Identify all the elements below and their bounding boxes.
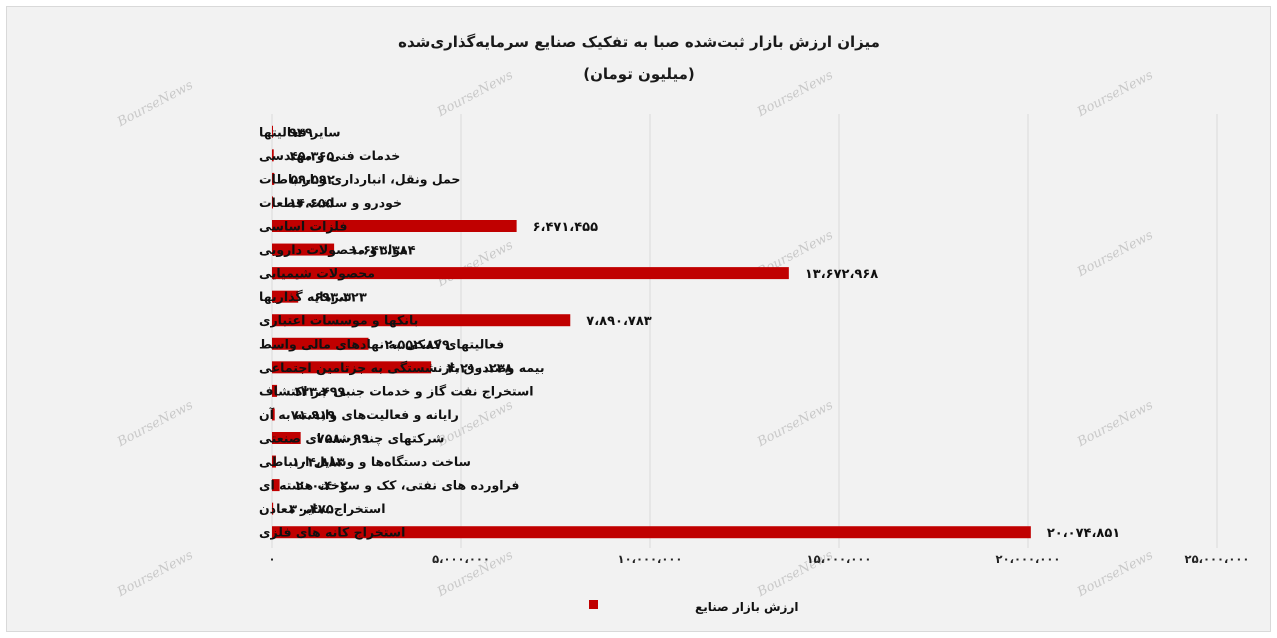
category-label: بانکها و موسسات اعتباری (259, 313, 418, 328)
watermark-text: BourseNews (114, 78, 196, 131)
value-label-layer: ۹۳۹ ۴۵،۳۶۵ ۵۹،۵۹۲ ۱۴،۶۵۵ ۶،۴۷۱،۴۵۵ ۱،۶۴۳،۳۸۴ ۱… (289, 126, 1120, 541)
x-tick-layer: ۰ ۵،۰۰۰،۰۰۰ ۱۰،۰۰۰،۰۰۰ ۱۵،۰۰۰،۰۰۰ ۲۰،۰۰۰،۰۰۰… (268, 552, 1249, 566)
category-label: مواد و محصولات دارویی (259, 242, 408, 257)
value-label: ۲۰،۰۷۴،۸۵۱ (1047, 526, 1120, 541)
bar (272, 149, 274, 162)
bar (272, 267, 789, 280)
x-tick-label: ۵،۰۰۰،۰۰۰ (432, 552, 490, 566)
watermark-text: BourseNews (1074, 548, 1156, 601)
value-label: ۶۹۳،۳۲۳ (314, 291, 367, 306)
bar (272, 361, 432, 374)
watermark-text: BourseNews (114, 398, 196, 451)
category-label: بیمه وصندوق بازنشستگی به جزتامین اجتماعی (259, 360, 545, 375)
watermark-text: BourseNews (754, 68, 836, 121)
value-label: ۳۰،۴۷۵ (289, 503, 334, 518)
category-label: حمل ونقل، انبارداری و ارتباطات (259, 171, 460, 186)
bar (272, 432, 301, 444)
bar (272, 384, 278, 397)
category-label: خدمات فنی و مهندسی (259, 148, 400, 163)
x-tick-label: ۰ (268, 552, 275, 566)
legend-label: ارزش بازار صنایع (695, 600, 799, 614)
bar (272, 220, 517, 232)
chart-frame: BourseNews BourseNews BourseNews BourseNews… (6, 6, 1271, 632)
category-label: سرمایه گذاریها (259, 289, 352, 304)
chart-subtitle: (میلیون تومان) (583, 65, 695, 83)
x-tick-label: ۱۰،۰۰۰،۰۰۰ (618, 552, 683, 566)
watermark-text: BourseNews (1074, 398, 1156, 451)
bar (272, 337, 369, 350)
category-label-layer: سایر فعالیتها خدمات فنی و مهندسی حمل ونقل،… (259, 124, 545, 539)
watermark-text: BourseNews (434, 398, 516, 451)
category-label: رایانه و فعالیت‌های وابسته به آن (259, 407, 459, 422)
watermark-text: BourseNews (1074, 228, 1156, 281)
bar (272, 125, 273, 138)
bar (272, 502, 274, 515)
value-label: ۱۳۳،۴۹۹ (293, 385, 346, 400)
watermark-text: BourseNews (1074, 68, 1156, 121)
value-label: ۷۵۸،۰۹۹ (317, 432, 370, 447)
category-label: خودرو و ساخت قطعات (259, 195, 402, 210)
category-label: ساخت دستگاه‌ها و وسایل ارتباطی (259, 454, 471, 469)
value-label: ۱۳،۶۷۲،۹۶۸ (805, 267, 878, 282)
value-label: ۹۳۹ (289, 126, 313, 141)
category-label: محصولات شیمیایی (259, 266, 375, 281)
watermark-text: BourseNews (754, 398, 836, 451)
bar (272, 526, 1031, 539)
x-tick-label: ۲۵،۰۰۰،۰۰۰ (1185, 552, 1250, 566)
category-label: سایر فعالیتها (259, 124, 341, 139)
category-label: فعالیتهای کمکی به نهادهای مالی واسط (259, 336, 504, 351)
value-label: ۵۹،۵۹۲ (290, 173, 335, 188)
value-label: ۱،۶۴۳،۳۸۴ (350, 244, 415, 259)
bar-chart: BourseNews BourseNews BourseNews BourseNews… (114, 33, 1249, 614)
bar (272, 243, 335, 256)
value-label: ۱۴،۶۵۵ (289, 196, 334, 211)
bar (272, 314, 571, 327)
bar (272, 290, 299, 303)
value-label: ۲،۵۵۲،۸۷۹ (384, 338, 449, 353)
value-label: ۱۰۴،۸۸۳ (292, 456, 345, 471)
bar-layer (272, 125, 1031, 539)
watermark-text: BourseNews (434, 68, 516, 121)
value-label: ۶،۴۷۱،۴۵۵ (533, 220, 598, 235)
category-label: استخراج نفت گاز و خدمات جنبی جز اکتشاف (259, 383, 534, 398)
watermark-text: BourseNews (114, 548, 196, 601)
category-label: استخراج کانه های فلزی (259, 525, 405, 540)
watermark-text: BourseNews (434, 238, 516, 291)
value-label: ۲۰۰،۴۰۲ (296, 479, 349, 494)
legend-swatch (589, 600, 598, 609)
legend: ارزش بازار صنایع (589, 600, 799, 614)
chart-title: میزان ارزش بازار ثبت‌شده صبا به تفکیک صن… (398, 33, 880, 51)
x-tick-label: ۲۰،۰۰۰،۰۰۰ (996, 552, 1061, 566)
value-label: ۴،۲۱۰،۲۳۸ (447, 361, 512, 376)
bar (272, 408, 275, 421)
value-label: ۷۱،۹۱۹ (291, 408, 336, 423)
category-label: استخراج سایر معادن (259, 501, 386, 516)
category-label: شرکتهای چند رشته ای صنعتی (259, 431, 444, 446)
category-label: فلزات اساسی (259, 219, 347, 234)
value-label: ۴۵،۳۶۵ (290, 149, 335, 164)
bar (272, 196, 273, 209)
value-label: ۷،۸۹۰،۷۸۳ (586, 314, 651, 329)
category-label: فراورده های نفتی، کک و سوخت هسته ای (259, 478, 520, 493)
x-tick-label: ۱۵،۰۰۰،۰۰۰ (807, 552, 872, 566)
bar (272, 172, 275, 185)
grid-layer (271, 114, 1218, 548)
bar (272, 479, 280, 492)
bar (272, 455, 276, 468)
